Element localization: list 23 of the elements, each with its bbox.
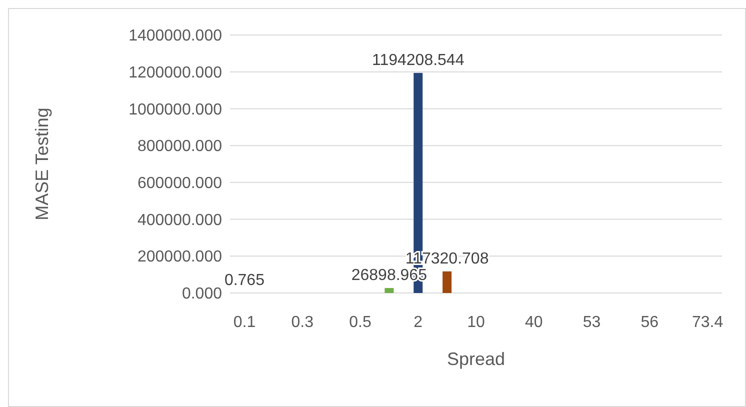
- y-tick-label: 0.000: [182, 286, 222, 303]
- data-label: 0.765: [224, 272, 265, 289]
- y-tick-label: 600000.000: [137, 175, 222, 192]
- y-tick-label: 800000.000: [137, 138, 222, 156]
- x-tick-label: 2: [414, 314, 423, 331]
- bar: [442, 271, 452, 293]
- y-tick-label: 1200000.000: [128, 64, 222, 82]
- x-tick-label: 0.5: [349, 314, 372, 331]
- y-tick-label: 200000.000: [137, 248, 222, 266]
- x-tick-label: 10: [467, 314, 485, 331]
- x-tick-label: 0.3: [291, 314, 314, 331]
- data-label: 1194208.544: [372, 52, 464, 69]
- x-tick-label: 40: [524, 314, 543, 331]
- x-tick-label: 73.4: [692, 314, 724, 331]
- y-tick-label: 1000000.000: [128, 101, 222, 118]
- y-tick-label: 400000.000: [137, 212, 222, 229]
- x-axis-title: Spread: [446, 349, 506, 369]
- y-axis-title: MASE Testing: [32, 108, 52, 220]
- x-tick-label: 56: [640, 314, 659, 331]
- y-tick-label: 1400000.000: [128, 28, 222, 45]
- bar: [384, 288, 394, 293]
- x-tick-label: 53: [582, 314, 601, 331]
- x-tick-label: 0.1: [233, 314, 256, 331]
